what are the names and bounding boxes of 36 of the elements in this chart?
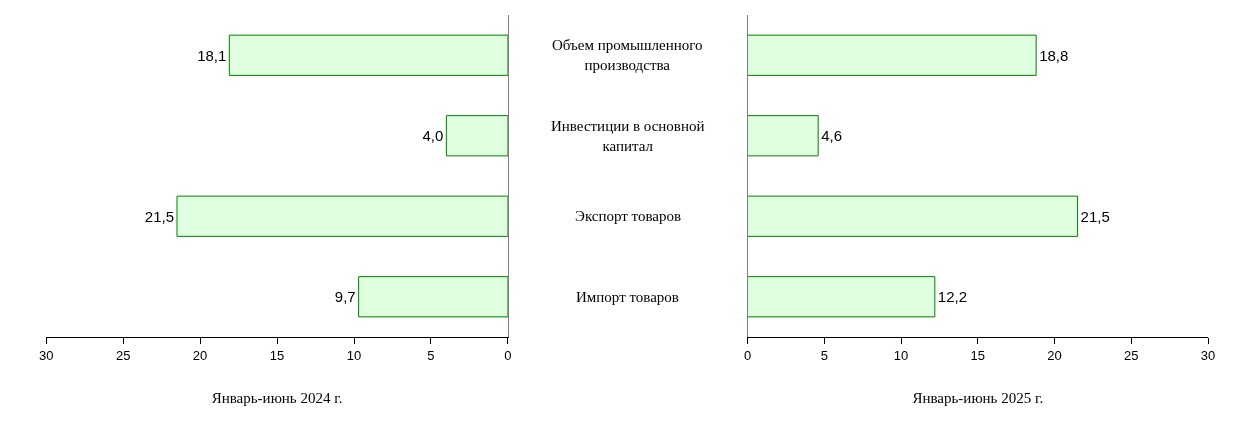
data-label: 12,2: [937, 288, 968, 306]
y-tick-label: Объем промышленного производства: [552, 37, 703, 73]
x-tick-label: 15: [970, 347, 986, 363]
x-tick-label: 20: [192, 347, 208, 363]
bar: [747, 34, 1037, 76]
bar: [228, 34, 508, 76]
x-tick-label: 0: [504, 347, 512, 363]
data-label: 21,5: [1080, 207, 1110, 225]
data-label: 4,0: [422, 127, 444, 145]
x-tick-label: 30: [38, 347, 54, 363]
x-tick-label: 5: [427, 347, 435, 363]
data-label: 18,8: [1039, 46, 1069, 64]
x-tick-label: 10: [893, 347, 909, 363]
data-label: 4,6: [821, 127, 843, 145]
data-label: 21,5: [144, 207, 175, 225]
x-axis-title: Январь-июнь 2024 г.: [211, 389, 343, 406]
x-axis-title: Январь-июнь 2025 г.: [912, 389, 1044, 406]
y-tick-label: Экспорт товаров: [575, 208, 682, 224]
x-tick-label: 25: [115, 347, 131, 363]
x-tick-label: 30: [1200, 347, 1216, 363]
x-tick-label: 15: [269, 347, 285, 363]
data-label: 18,1: [197, 46, 227, 64]
bar: [747, 195, 1079, 237]
x-tick-label: 25: [1124, 347, 1139, 363]
y-tick-label: Инвестиции в основной капитал: [551, 118, 705, 154]
bar: [176, 195, 508, 237]
x-tick-label: 20: [1047, 347, 1062, 363]
bar: [747, 276, 936, 318]
x-tick-label: 10: [346, 347, 362, 363]
bar: [747, 115, 819, 157]
x-tick-label: 5: [820, 347, 828, 363]
y-tick-label: Импорт товаров: [576, 289, 679, 305]
bar: [358, 276, 508, 318]
x-tick-label: 0: [743, 347, 752, 363]
data-label: 9,7: [334, 288, 356, 306]
bar: [445, 115, 508, 157]
